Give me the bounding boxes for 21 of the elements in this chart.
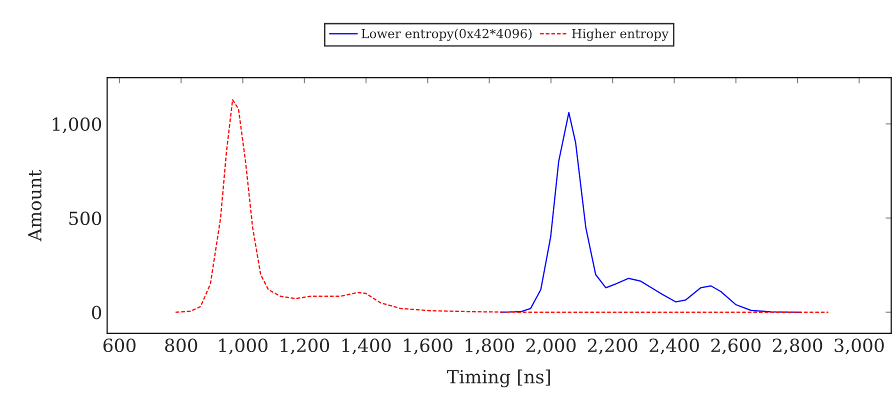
- y-tick-label: 500: [69, 212, 102, 226]
- y-tick-label: 0: [92, 306, 102, 320]
- x-tick-label: 1,800: [466, 338, 514, 354]
- x-tick-label: 2,600: [711, 338, 761, 354]
- x-tick-label: 1,200: [280, 338, 330, 354]
- x-tick-label: 1,400: [342, 338, 391, 354]
- x-tick-label: 600: [103, 338, 136, 352]
- x-tick-label: 2,800: [772, 338, 822, 354]
- x-axis-title: Timing [ns]: [447, 370, 550, 388]
- x-tick-label: 2,200: [588, 338, 638, 354]
- x-tick-label: 3,000: [834, 338, 884, 354]
- x-tick-label: 2,000: [526, 338, 576, 354]
- legend-label: Lower entropy(0x42*4096): [362, 28, 532, 41]
- x-tick-label: 1,600: [404, 338, 452, 354]
- x-tick-label: 2,400: [650, 338, 699, 354]
- line-series: [174, 99, 829, 313]
- legend-label: Higher entropy: [572, 28, 669, 41]
- y-tick-label: 1,000: [52, 117, 102, 134]
- x-tick-label: 1,000: [219, 338, 268, 354]
- x-tick-label: 800: [165, 338, 198, 352]
- y-axis-title: Amount: [28, 170, 42, 242]
